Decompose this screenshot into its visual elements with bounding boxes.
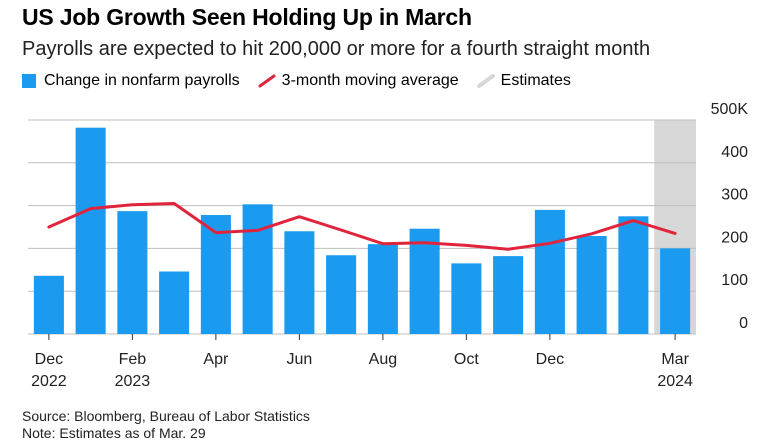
bar (33, 275, 64, 334)
y-tick-label: 400 (721, 144, 748, 161)
bar (117, 211, 148, 334)
x-tick-label: Dec (35, 351, 63, 368)
chart-subtitle: Payrolls are expected to hit 200,000 or … (22, 38, 651, 60)
legend-swatch-bar (22, 74, 36, 88)
x-tick-label: Dec (536, 351, 564, 368)
bar (493, 256, 524, 334)
legend: Change in nonfarm payrolls 3-month movin… (22, 72, 589, 90)
y-tick-label: 300 (721, 187, 748, 204)
bar (367, 244, 398, 334)
bar (576, 235, 607, 334)
bar (75, 127, 106, 334)
series-line-moving-average (47, 202, 677, 251)
legend-swatch-line (258, 74, 276, 88)
bar (534, 209, 565, 334)
bar (618, 216, 649, 334)
legend-swatch-estimates (476, 74, 495, 88)
x-tick-label: Feb (119, 351, 147, 368)
y-tick-label: 200 (721, 229, 748, 246)
source-note: Source: Bloomberg, Bureau of Labor Stati… (22, 408, 310, 424)
legend-item-estimates: Estimates (476, 72, 571, 90)
bar (284, 231, 315, 334)
x-tick-label: Apr (203, 351, 229, 368)
legend-label-estimates: Estimates (500, 72, 571, 89)
y-tick-label: 0 (739, 315, 748, 332)
legend-item-moving-average: 3-month moving average (258, 72, 459, 90)
x-tick-label-year: 2024 (657, 373, 693, 390)
bar (326, 255, 357, 334)
bar (242, 204, 273, 334)
chart-title: US Job Growth Seen Holding Up in March (22, 4, 472, 30)
x-tick-label: Jun (286, 351, 312, 368)
bar (660, 248, 691, 334)
legend-item-payrolls: Change in nonfarm payrolls (22, 72, 240, 90)
bar (451, 263, 482, 334)
legend-label-payrolls: Change in nonfarm payrolls (44, 72, 240, 89)
chart-footer: Source: Bloomberg, Bureau of Labor Stati… (22, 408, 310, 442)
y-tick-label: 500K (711, 101, 749, 118)
bar (200, 215, 231, 334)
bar (409, 228, 440, 334)
x-tick-label: Oct (454, 351, 479, 368)
x-tick-label: Aug (369, 351, 397, 368)
y-tick-label: 100 (721, 272, 748, 289)
x-tick-label-year: 2023 (115, 373, 151, 390)
x-tick-label-year: 2022 (31, 373, 67, 390)
bar (159, 271, 190, 334)
legend-label-moving-average: 3-month moving average (281, 72, 459, 89)
estimates-note: Note: Estimates as of Mar. 29 (22, 425, 206, 441)
x-tick-label: Mar (661, 351, 689, 368)
